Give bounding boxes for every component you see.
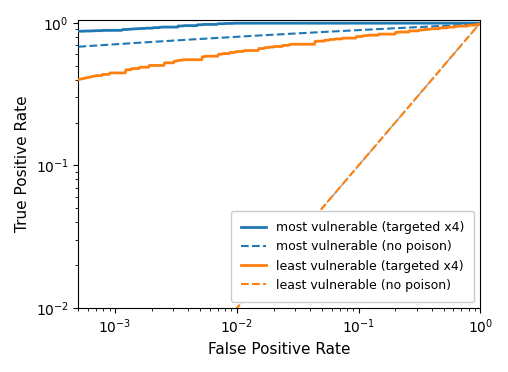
X-axis label: False Positive Rate: False Positive Rate (208, 342, 351, 357)
least vulnerable (targeted x4) (266, 45, 272, 49)
most vulnerable (no poison) (75, 45, 81, 49)
Y-axis label: True Positive Rate: True Positive Rate (15, 96, 30, 232)
most vulnerable (no poison) (468, 22, 474, 27)
least vulnerable (no poison) (370, 146, 376, 151)
least vulnerable (targeted x4) (478, 22, 484, 26)
Line: most vulnerable (no poison): most vulnerable (no poison) (78, 24, 481, 47)
most vulnerable (no poison) (269, 33, 275, 37)
most vulnerable (no poison) (266, 33, 272, 37)
most vulnerable (targeted x4) (75, 29, 81, 33)
least vulnerable (targeted x4) (314, 39, 321, 44)
most vulnerable (targeted x4) (240, 21, 246, 25)
most vulnerable (targeted x4) (270, 21, 276, 25)
most vulnerable (targeted x4) (294, 21, 300, 25)
most vulnerable (no poison) (405, 25, 411, 30)
least vulnerable (no poison) (478, 20, 484, 25)
most vulnerable (targeted x4) (405, 21, 411, 25)
Line: least vulnerable (no poison): least vulnerable (no poison) (218, 23, 481, 322)
least vulnerable (no poison) (215, 320, 221, 324)
most vulnerable (targeted x4) (267, 21, 273, 25)
most vulnerable (targeted x4) (315, 21, 322, 25)
least vulnerable (targeted x4) (75, 77, 81, 82)
most vulnerable (no poison) (314, 30, 321, 35)
least vulnerable (no poison) (453, 49, 459, 54)
least vulnerable (targeted x4) (468, 23, 474, 28)
most vulnerable (no poison) (293, 31, 299, 36)
least vulnerable (targeted x4) (405, 30, 411, 34)
least vulnerable (no poison) (436, 69, 442, 73)
least vulnerable (targeted x4) (269, 45, 275, 49)
least vulnerable (no poison) (375, 140, 382, 144)
Line: most vulnerable (targeted x4): most vulnerable (targeted x4) (78, 23, 481, 31)
least vulnerable (no poison) (216, 320, 222, 324)
most vulnerable (targeted x4) (468, 21, 474, 25)
least vulnerable (no poison) (371, 145, 377, 150)
most vulnerable (targeted x4) (478, 21, 484, 25)
Legend: most vulnerable (targeted x4), most vulnerable (no poison), least vulnerable (ta: most vulnerable (targeted x4), most vuln… (231, 211, 474, 302)
most vulnerable (no poison) (478, 22, 484, 26)
least vulnerable (targeted x4) (293, 42, 299, 46)
Line: least vulnerable (targeted x4): least vulnerable (targeted x4) (78, 24, 481, 80)
